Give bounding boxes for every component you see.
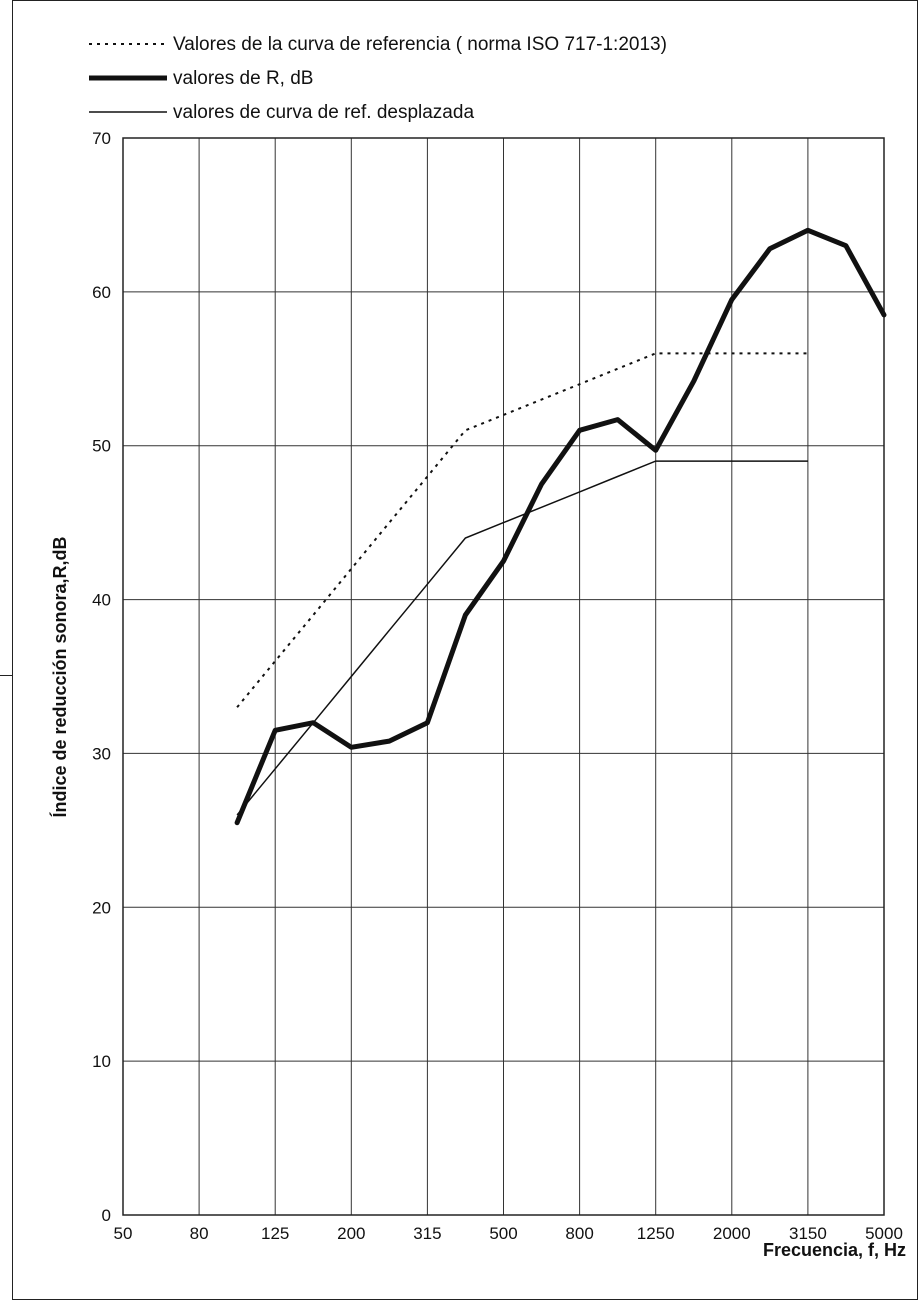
x-tick-label: 800 — [565, 1224, 593, 1243]
x-tick-label: 1250 — [637, 1224, 675, 1243]
y-tick-label: 60 — [92, 283, 111, 302]
y-tick-label: 0 — [102, 1206, 111, 1225]
series-line-2 — [234, 227, 887, 826]
series-line-1 — [236, 352, 808, 708]
grid — [122, 137, 885, 1216]
chart-frame — [12, 0, 918, 1300]
plot-border — [122, 137, 885, 1216]
y-tick-label: 70 — [92, 129, 111, 148]
x-tick-label: 125 — [261, 1224, 289, 1243]
x-tick-label: 50 — [114, 1224, 133, 1243]
y-axis-title: Índice de reducción sonora,R,dB — [49, 536, 70, 817]
left-edge-line — [0, 675, 12, 676]
series-line-3 — [236, 460, 808, 816]
y-tick-labels: 0 10 20 30 40 50 60 70 — [92, 129, 111, 1225]
y-tick-label: 20 — [92, 898, 111, 917]
legend-label-reference: Valores de la curva de referencia ( norm… — [173, 34, 667, 55]
y-tick-label: 10 — [92, 1052, 111, 1071]
x-tick-label: 80 — [190, 1224, 209, 1243]
y-tick-label: 40 — [92, 591, 111, 610]
legend-label-shifted: valores de curva de ref. desplazada — [173, 102, 474, 123]
legend-label-r: valores de R, dB — [173, 68, 313, 89]
y-tick-label: 30 — [92, 744, 111, 763]
x-axis-title: Frecuencia, f, Hz — [763, 1240, 906, 1260]
x-tick-label: 200 — [337, 1224, 365, 1243]
x-tick-label: 500 — [489, 1224, 517, 1243]
legend: Valores de la curva de referencia ( norm… — [89, 34, 667, 123]
x-tick-label: 3150 — [789, 1224, 827, 1243]
x-tick-labels: 50 80 125 200 315 500 800 1250 2000 3150 5000 — [114, 1224, 903, 1243]
x-tick-label: 315 — [413, 1224, 441, 1243]
x-tick-label: 5000 — [865, 1224, 903, 1243]
y-tick-label: 50 — [92, 437, 111, 456]
x-tick-label: 2000 — [713, 1224, 751, 1243]
series-lines — [234, 227, 887, 826]
